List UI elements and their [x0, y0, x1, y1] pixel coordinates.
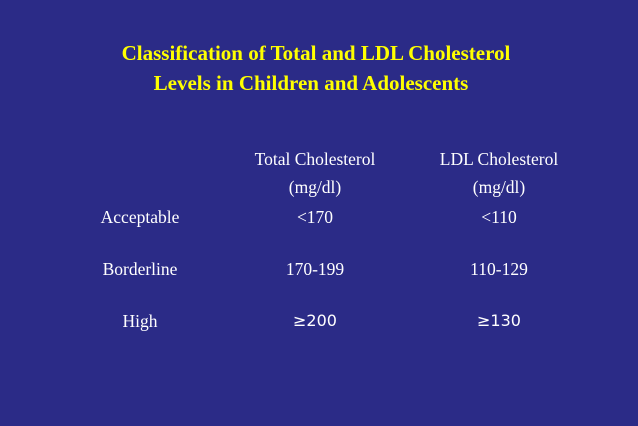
column-header-ldl-name: LDL Cholesterol: [439, 149, 559, 169]
row-label-borderline: Borderline: [102, 259, 178, 279]
row-label-acceptable: Acceptable: [100, 207, 180, 227]
column-header-ldl: LDL Cholesterol (mg/dl): [414, 145, 584, 201]
column-header-total-unit: (mg/dl): [288, 177, 342, 197]
slide-title: Classification of Total and LDL Choleste…: [0, 38, 638, 98]
total-acceptable-value: <170: [296, 207, 334, 227]
ldl-borderline-value: 110-129: [470, 259, 528, 279]
row-label-high: High: [122, 311, 158, 331]
ldl-acceptable-value: <110: [481, 207, 517, 227]
title-line-1: Classification of Total and LDL Choleste…: [121, 41, 511, 65]
total-high-value: ≥200: [293, 311, 337, 330]
column-header-total: Total Cholesterol (mg/dl): [230, 145, 400, 201]
column-header-ldl-unit: (mg/dl): [472, 177, 526, 197]
ldl-high-value: ≥130: [477, 311, 521, 330]
table-row-acceptable: Acceptable <170 <110: [0, 205, 638, 229]
table-row-high: High ≥200 ≥130: [0, 309, 638, 333]
table-row-borderline: Borderline 170-199 110-129: [0, 257, 638, 281]
title-line-2: Levels in Children and Adolescents: [153, 71, 469, 95]
column-header-total-name: Total Cholesterol: [254, 149, 376, 169]
total-borderline-value: 170-199: [285, 259, 345, 279]
